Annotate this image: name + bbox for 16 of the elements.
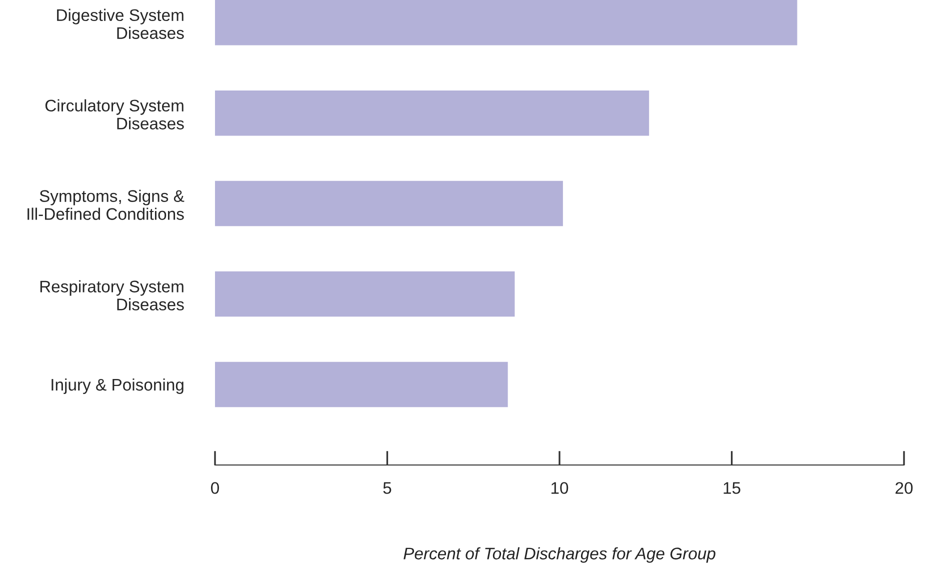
x-tick-label: 10 bbox=[552, 482, 568, 494]
y-tick-label: Respiratory System Diseases bbox=[40, 280, 184, 310]
x-tick-label: 5 bbox=[383, 482, 392, 494]
bar bbox=[215, 0, 798, 46]
x-tick-label: 20 bbox=[896, 482, 913, 494]
bar bbox=[215, 271, 515, 317]
bar bbox=[215, 180, 563, 226]
y-tick-label: Injury & Poisoning bbox=[52, 378, 184, 394]
bar bbox=[215, 90, 650, 136]
bar bbox=[215, 362, 508, 408]
y-tick-label: Symptoms, Signs & Ill-Defined Conditions bbox=[28, 190, 184, 220]
x-tick-label: 0 bbox=[211, 482, 219, 494]
x-axis-title: Percent of Total Discharges for Age Group bbox=[404, 547, 716, 563]
y-tick-label: Digestive System Diseases bbox=[57, 8, 184, 40]
x-tick-label: 15 bbox=[724, 482, 740, 494]
y-tick-label: Circulatory System Diseases bbox=[45, 99, 184, 130]
